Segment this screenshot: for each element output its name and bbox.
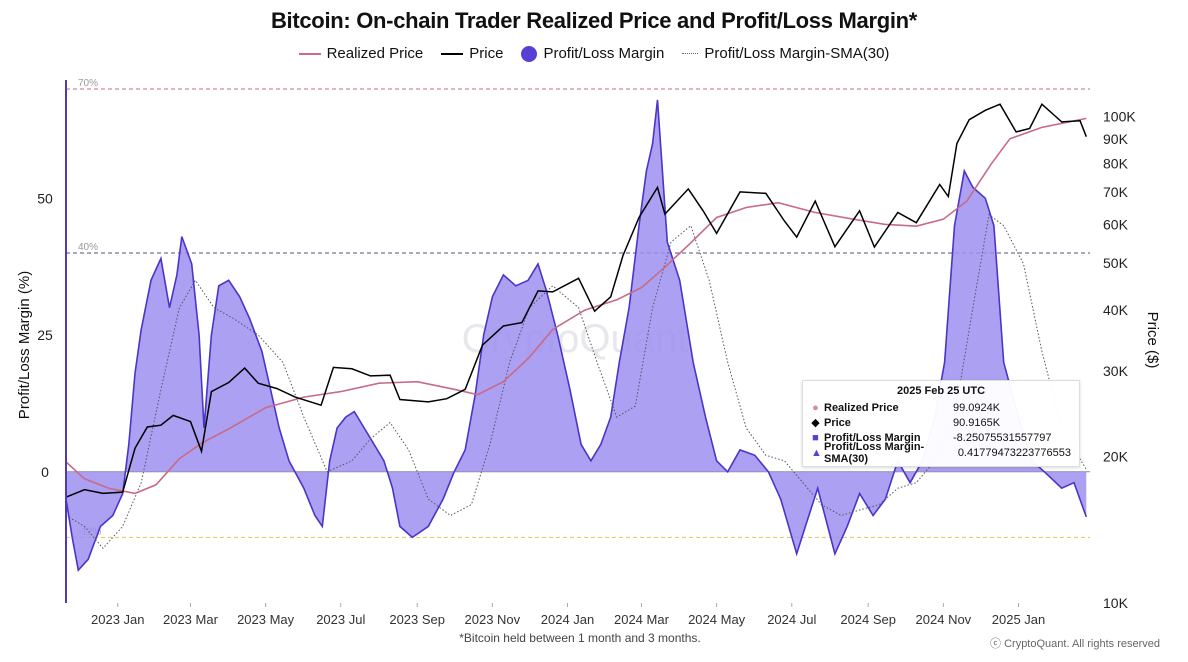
tooltip-value: 0.41779473223776553: [957, 446, 1071, 459]
tooltip-label: Price: [824, 416, 851, 429]
x-axis-tick-label: 2024 Jan: [541, 612, 595, 627]
right-axis-tick-label: 30K: [1103, 363, 1129, 379]
tooltip-value: 99.0924K: [953, 401, 1001, 414]
profit-loss-square-icon: ■: [812, 431, 819, 444]
price-swatch: [441, 52, 464, 55]
right-axis-tick-label: 10K: [1103, 595, 1129, 611]
legend-item-profit-loss-margin[interactable]: Profit/Loss Margin: [521, 45, 664, 62]
x-axis-tick-label: 2024 Nov: [916, 612, 972, 627]
right-axis-tick-label: 40K: [1103, 302, 1129, 318]
right-axis-tick-label: 60K: [1103, 216, 1129, 232]
realized-price-swatch: [298, 52, 321, 55]
tooltip-label: Profit/Loss Margin-SMA(30): [824, 440, 925, 465]
tooltip: 2025 Feb 25 UTC ● Realized Price 99.0924K…: [802, 380, 1080, 467]
footnote: *Bitcoin held between 1 month and 3 mont…: [459, 631, 701, 645]
x-axis-tick-label: 2024 Jul: [767, 612, 816, 627]
left-axis-title: Profit/Loss Margin (%): [16, 271, 33, 419]
x-axis-tick-label: 2025 Jan: [992, 612, 1046, 627]
tooltip-value: 90.9165K: [953, 416, 1001, 429]
right-axis-tick-label: 70K: [1103, 184, 1129, 200]
x-axis-tick-label: 2024 Sep: [840, 612, 896, 627]
legend-item-price[interactable]: Price: [441, 45, 503, 62]
x-axis-tick-label: 2023 Nov: [465, 612, 521, 627]
right-axis-tick-label: 50K: [1103, 255, 1129, 271]
x-axis-tick-label: 2023 Mar: [163, 612, 219, 627]
price-diamond-icon: ◆: [811, 417, 820, 429]
legend-label: Realized Price: [326, 45, 424, 62]
profit-loss-swatch: [521, 45, 538, 62]
right-axis-tick-label: 80K: [1103, 156, 1129, 172]
x-axis-tick-label: 2024 May: [688, 612, 746, 627]
legend-item-sma30[interactable]: Profit/Loss Margin-SMA(30): [682, 45, 889, 62]
sma30-swatch: [682, 53, 699, 54]
tooltip-row-realized-price: ● Realized Price 99.0924K: [811, 400, 1071, 415]
tooltip-label: Profit/Loss Margin: [824, 431, 921, 444]
profit-loss-outline: [65, 99, 1088, 572]
tooltip-row-profit-loss: ■ Profit/Loss Margin -8.25075531557797: [811, 430, 1071, 445]
x-axis-tick-label: 2024 Mar: [614, 612, 670, 627]
sma30-line: [65, 213, 1087, 550]
left-axis-tick-label: 50: [37, 190, 53, 206]
tooltip-label: Realized Price: [824, 401, 899, 414]
left-axis-tick-label: 0: [41, 464, 49, 480]
legend-label: Price: [469, 45, 504, 62]
right-axis-tick-label: 90K: [1103, 131, 1129, 147]
x-axis-tick-label: 2023 Sep: [389, 612, 445, 627]
price-line: [65, 102, 1087, 498]
legend-label: Profit/Loss Margin-SMA(30): [704, 45, 890, 62]
realized-price-line: [65, 117, 1087, 495]
reference-line-label: 70%: [78, 78, 98, 89]
copyright-credit: ⓒ CryptoQuant. All rights reserved: [990, 638, 1160, 650]
tooltip-date: 2025 Feb 25 UTC: [896, 385, 986, 397]
legend-label: Profit/Loss Margin: [543, 45, 665, 62]
chart-title: Bitcoin: On-chain Trader Realized Price …: [270, 8, 918, 33]
right-axis-title: Price ($): [1144, 312, 1161, 369]
reference-line-label: 40%: [78, 242, 98, 253]
legend-item-realized-price[interactable]: Realized Price: [298, 45, 424, 62]
sma30-triangle-icon: ▲: [811, 446, 822, 459]
x-axis-tick-label: 2023 Jan: [91, 612, 145, 627]
x-axis-tick-label: 2023 Jul: [316, 612, 365, 627]
right-axis-tick-label: 100K: [1103, 109, 1136, 125]
tooltip-row-sma30: ▲ Profit/Loss Margin-SMA(30) 0.4177947322…: [811, 441, 1071, 465]
legend: Realized Price Price Profit/Loss Margin …: [0, 45, 1188, 62]
right-axis-tick-label: 20K: [1103, 449, 1129, 465]
left-axis-tick-label: 25: [37, 327, 53, 343]
tooltip-row-price: ◆ Price 90.9165K: [811, 415, 1071, 430]
tooltip-value: -8.25075531557797: [953, 431, 1052, 444]
x-axis-tick-label: 2023 May: [237, 612, 295, 627]
realized-price-dot-icon: ●: [812, 401, 819, 414]
